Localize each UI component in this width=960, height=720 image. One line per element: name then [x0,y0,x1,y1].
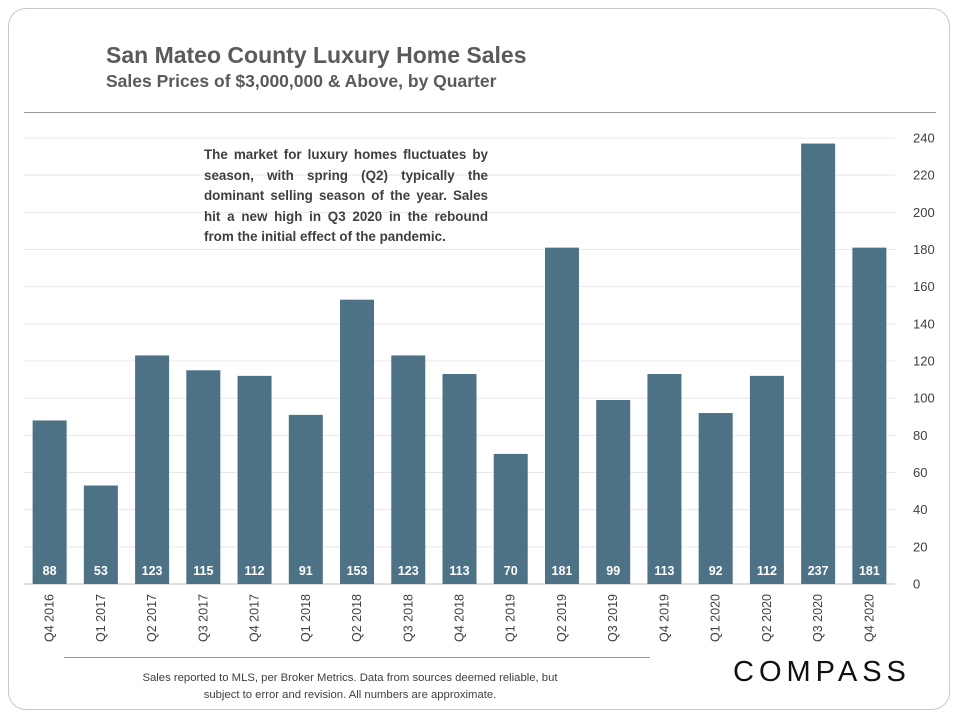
footer-divider [64,657,650,658]
bar [288,414,323,584]
bar-value-label: 115 [193,564,213,578]
y-tick-label: 160 [913,279,935,294]
bar-value-label: 112 [244,564,264,578]
bar [32,420,67,584]
bar-value-label: 123 [142,564,163,578]
bar [186,370,221,584]
bar-value-label: 113 [449,564,469,578]
x-tick-label: Q1 2018 [299,594,313,642]
bar-value-label: 181 [859,564,880,578]
bar-value-label: 53 [94,564,108,578]
y-tick-label: 100 [913,391,935,406]
bar-value-label: 113 [654,564,674,578]
y-tick-label: 220 [913,168,935,183]
x-tick-label: Q2 2018 [350,594,364,642]
chart-annotation: The market for luxury homes fluctuates b… [204,147,488,244]
footnote-line-1: Sales reported to MLS, per Broker Metric… [142,672,558,684]
source-footnote: Sales reported to MLS, per Broker Metric… [100,670,600,704]
bar [340,299,375,584]
x-tick-label: Q3 2020 [811,594,825,642]
x-tick-label: Q1 2020 [709,594,723,642]
y-tick-label: 80 [913,428,927,443]
bar-value-label: 153 [347,564,368,578]
x-tick-label: Q4 2016 [43,594,57,642]
footnote-line-2: subject to error and revision. All numbe… [203,689,497,701]
x-tick-label: Q2 2017 [145,594,159,642]
bar-value-label: 237 [808,564,829,578]
compass-logo: COMPASS [733,656,911,688]
y-tick-label: 0 [913,577,920,592]
bar-value-label: 112 [757,564,777,578]
x-tick-label: Q4 2020 [862,594,876,642]
bar-value-label: 88 [43,564,57,578]
bar [391,355,426,584]
x-tick-label: Q4 2017 [248,594,262,642]
bar [83,485,118,584]
y-tick-label: 40 [913,502,927,517]
bar [596,400,631,584]
bar [544,247,579,584]
bar [493,453,528,584]
x-tick-label: Q2 2019 [555,594,569,642]
y-tick-label: 20 [913,539,927,554]
bar [442,374,477,584]
x-tick-label: Q2 2020 [760,594,774,642]
bar [749,375,784,584]
header-divider [24,112,936,113]
x-tick-label: Q3 2017 [196,594,210,642]
bar [237,375,272,584]
bar-value-label: 92 [709,564,723,578]
bar [698,413,733,584]
slide-frame [8,8,950,710]
x-tick-label: Q3 2018 [401,594,415,642]
x-tick-label: Q4 2019 [657,594,671,642]
bar-value-label: 91 [299,564,313,578]
bar-value-label: 99 [606,564,620,578]
bar [135,355,170,584]
chart-title: San Mateo County Luxury Home Sales [106,42,527,68]
bar [647,374,682,584]
y-tick-label: 200 [913,205,935,220]
bar-value-label: 70 [504,564,518,578]
chart-subtitle: Sales Prices of $3,000,000 & Above, by Q… [106,71,497,91]
x-tick-label: Q1 2019 [504,594,518,642]
bar [801,143,836,584]
x-tick-label: Q4 2018 [453,594,467,642]
x-tick-label: Q1 2017 [94,594,108,642]
x-tick-label: Q3 2019 [606,594,620,642]
y-tick-label: 60 [913,465,927,480]
bar-value-label: 123 [398,564,419,578]
y-tick-label: 240 [913,131,935,146]
y-tick-label: 180 [913,242,935,257]
y-tick-label: 120 [913,354,935,369]
y-tick-label: 140 [913,316,935,331]
bar [852,247,887,584]
bar-value-label: 181 [552,564,573,578]
